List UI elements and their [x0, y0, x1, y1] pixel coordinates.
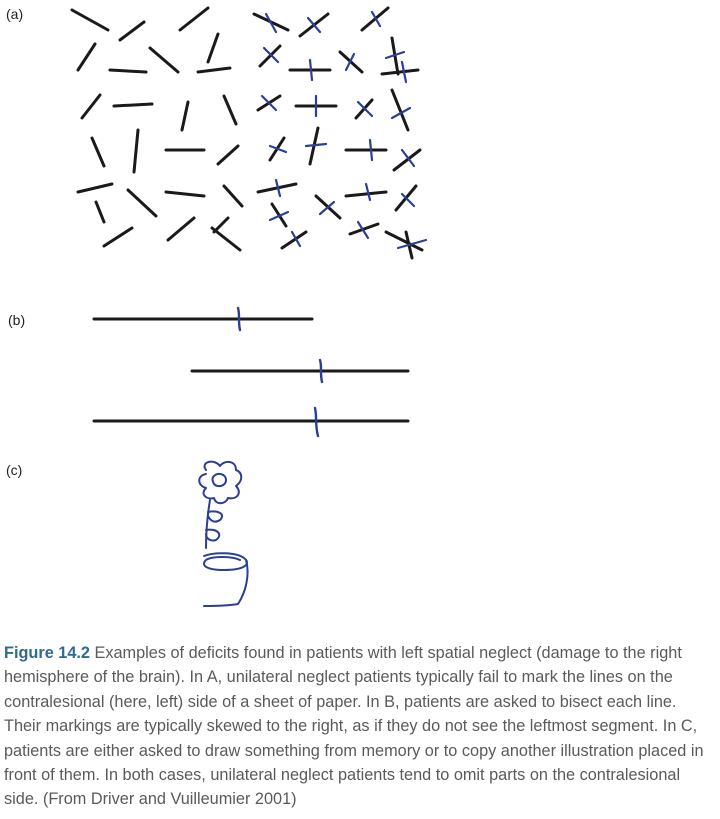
bisection-mark-1	[236, 306, 242, 332]
flower-center	[211, 472, 227, 488]
unmarked-line	[118, 20, 146, 42]
unmarked-line	[70, 8, 110, 32]
flower-leaf-1	[207, 510, 224, 523]
cancel-mark	[262, 46, 280, 64]
pot-rim-swirl	[203, 552, 249, 571]
cancel-mark	[356, 100, 374, 118]
line	[392, 148, 422, 172]
figure-number: Figure 14.2	[4, 644, 90, 662]
line	[348, 222, 380, 236]
unmarked-line	[126, 188, 158, 218]
cancel-mark	[260, 94, 278, 112]
unmarked-line	[90, 136, 106, 168]
cancel-mark	[400, 148, 416, 168]
cancel-mark	[268, 210, 290, 222]
unmarked-line	[112, 102, 154, 108]
bisection-mark-3	[313, 406, 320, 438]
unmarked-line	[80, 93, 102, 120]
unmarked-line	[178, 6, 210, 32]
cancel-mark	[318, 200, 336, 216]
cancel-mark	[308, 58, 314, 82]
figure-illustration	[70, 6, 428, 607]
cancel-mark	[390, 106, 412, 120]
cancel-mark	[368, 138, 374, 162]
figure-caption: Figure 14.2 Examples of deficits found i…	[4, 641, 716, 812]
line	[344, 190, 388, 198]
panel-b-line-bisection	[92, 306, 410, 438]
flower-leaf-2	[205, 528, 221, 542]
cancel-mark	[268, 144, 288, 154]
bisection-mark-2	[318, 358, 324, 384]
cancel-mark	[396, 238, 428, 250]
cancel-mark	[400, 60, 408, 84]
flower-stem	[205, 499, 211, 549]
cancel-mark	[356, 220, 370, 240]
panel-c-label: (c)	[6, 462, 23, 478]
cancel-mark	[274, 178, 282, 198]
patient-cancellation-marks	[260, 10, 428, 250]
cancel-mark	[290, 230, 302, 248]
cancel-mark	[400, 192, 416, 208]
cancel-mark	[370, 10, 382, 28]
unmarked-line	[212, 216, 230, 234]
cancel-mark	[304, 142, 328, 148]
unmarked-line	[76, 42, 97, 72]
line	[390, 88, 410, 132]
line	[280, 230, 308, 250]
unmarked-line	[222, 94, 238, 126]
line	[380, 68, 420, 76]
cancel-mark	[306, 16, 322, 34]
caption-text: Examples of deficits found in patients w…	[4, 644, 704, 809]
cancel-mark	[364, 182, 372, 202]
unmarked-line	[94, 200, 106, 224]
unmarked-line	[76, 182, 114, 194]
pot-body	[203, 559, 249, 607]
unmarked-line	[148, 46, 180, 74]
unmarked-line	[196, 66, 232, 74]
cancel-mark	[384, 50, 406, 60]
line	[384, 230, 424, 252]
unmarked-line	[132, 128, 140, 174]
panel-c-patient-drawing	[198, 460, 249, 607]
panel-a-cancellation-sheet	[70, 6, 424, 260]
unmarked-line	[180, 100, 190, 132]
unmarked-line	[164, 190, 206, 198]
unmarked-line	[222, 184, 244, 208]
panel-b-label: (b)	[8, 312, 26, 328]
cancel-mark	[344, 52, 356, 72]
unmarked-line	[210, 226, 242, 252]
flower-petals	[198, 460, 243, 505]
unmarked-line	[216, 144, 240, 166]
unmarked-line	[206, 32, 220, 64]
unmarked-line	[166, 216, 196, 242]
line	[258, 44, 282, 68]
unmarked-line	[108, 68, 148, 74]
unmarked-line	[102, 226, 134, 248]
panel-a-label: (a)	[6, 6, 24, 22]
cancel-mark	[264, 12, 278, 34]
